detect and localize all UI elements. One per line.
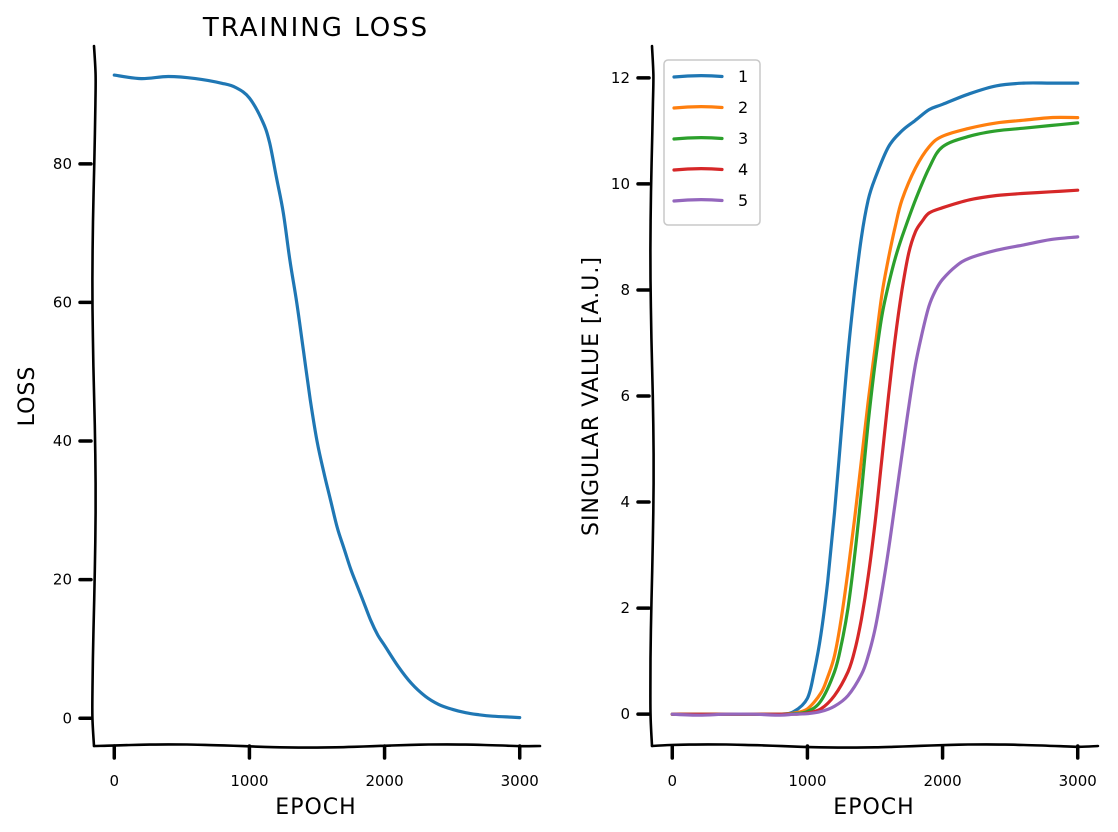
- loss-x-tick-label: 3000: [501, 772, 539, 790]
- loss-chart-title: TRAINING LOSS: [202, 13, 429, 43]
- sv-y-tick-label: 12: [611, 69, 630, 87]
- loss-x-tick-label: 2000: [365, 772, 403, 790]
- loss-y-tick-label: 60: [53, 293, 72, 311]
- sv-y-axis-label: SINGULAR VALUE [A.U.]: [579, 256, 604, 536]
- loss-bottom-spine: [92, 743, 542, 749]
- sv-y-tick-label: 0: [620, 705, 630, 723]
- sv-series-line-5: [670, 235, 1080, 717]
- legend-label-1: 1: [738, 67, 748, 86]
- loss-series-group: [112, 73, 522, 720]
- sv-y-tick-label: 10: [611, 175, 630, 193]
- sv-y-tick-label: 2: [620, 599, 630, 617]
- legend-swatch-1: [672, 74, 724, 79]
- sv-left-spine: [649, 44, 655, 748]
- sv-bottom-spine: [650, 743, 1100, 749]
- legend-swatch-4: [672, 167, 724, 172]
- legend-label-5: 5: [738, 191, 748, 210]
- loss-x-tick-label: 1000: [230, 772, 268, 790]
- loss-y-tick-label: 40: [53, 432, 72, 450]
- loss-ticks: 0 1000 2000 3000 0 20 40 60 80: [53, 155, 539, 790]
- legend-swatch-2: [672, 105, 724, 110]
- legend-frame: [663, 59, 761, 226]
- loss-series-line: [112, 73, 522, 720]
- loss-y-tick-label: 0: [62, 709, 72, 727]
- sv-x-tick-label: 2000: [923, 772, 961, 790]
- sv-x-tick-label: 3000: [1059, 772, 1097, 790]
- loss-axes: [91, 44, 542, 749]
- sv-x-tick-label: 1000: [788, 772, 826, 790]
- sv-series-group: [670, 81, 1080, 717]
- sv-x-axis-label: EPOCH: [833, 795, 914, 820]
- loss-panel: TRAINING LOSS EPOCH LOSS 0 1000 2000 3000 0 2…: [15, 13, 542, 820]
- loss-x-tick-label: 0: [109, 772, 119, 790]
- loss-y-tick-label: 20: [53, 571, 72, 589]
- sv-legend: 1 2 3 4 5: [663, 59, 761, 226]
- sv-x-tick-label: 0: [667, 772, 677, 790]
- sv-axes: [649, 44, 1100, 749]
- singular-value-panel: EPOCH SINGULAR VALUE [A.U.] 0 1000 2000 300…: [579, 44, 1100, 820]
- loss-left-spine: [91, 44, 97, 748]
- sv-y-tick-label: 6: [620, 387, 630, 405]
- legend-label-2: 2: [738, 98, 748, 117]
- loss-x-axis-label: EPOCH: [275, 795, 356, 820]
- legend-swatch-5: [672, 198, 724, 203]
- sv-y-tick-label: 4: [620, 493, 630, 511]
- loss-y-tick-label: 80: [53, 155, 72, 173]
- legend-swatch-3: [672, 136, 724, 141]
- legend-label-4: 4: [738, 160, 748, 179]
- legend-label-3: 3: [738, 129, 748, 148]
- sv-y-tick-label: 8: [620, 281, 630, 299]
- loss-y-axis-label: LOSS: [15, 366, 40, 427]
